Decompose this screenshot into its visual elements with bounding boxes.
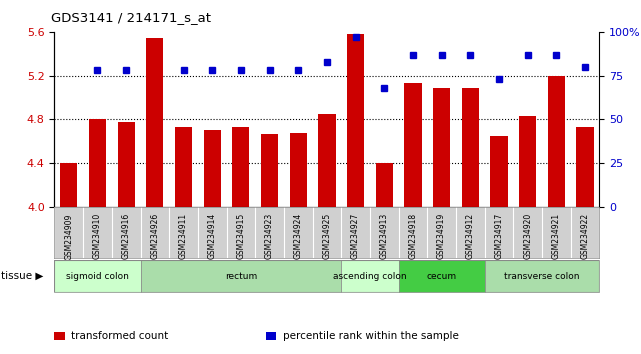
Text: GSM234911: GSM234911 xyxy=(179,213,188,259)
Bar xyxy=(576,127,594,207)
Bar xyxy=(89,120,106,207)
Text: GSM234921: GSM234921 xyxy=(552,213,561,259)
Text: GSM234914: GSM234914 xyxy=(208,213,217,259)
Text: GSM234912: GSM234912 xyxy=(466,213,475,259)
Bar xyxy=(290,133,307,207)
Text: GSM234910: GSM234910 xyxy=(93,213,102,259)
Text: GSM234927: GSM234927 xyxy=(351,213,360,259)
Bar xyxy=(60,163,78,207)
Bar xyxy=(404,83,422,207)
Text: GSM234916: GSM234916 xyxy=(122,213,131,259)
Bar xyxy=(547,76,565,207)
Text: GSM234922: GSM234922 xyxy=(581,213,590,259)
Text: tissue ▶: tissue ▶ xyxy=(1,271,44,281)
Bar xyxy=(261,134,278,207)
Text: GSM234920: GSM234920 xyxy=(523,213,532,259)
Bar xyxy=(341,260,399,292)
Text: GSM234918: GSM234918 xyxy=(408,213,417,259)
Text: GSM234923: GSM234923 xyxy=(265,213,274,259)
Text: GSM234925: GSM234925 xyxy=(322,213,331,259)
Bar xyxy=(462,88,479,207)
Text: GSM234917: GSM234917 xyxy=(494,213,503,259)
Text: rectum: rectum xyxy=(225,272,257,281)
Text: GDS3141 / 214171_s_at: GDS3141 / 214171_s_at xyxy=(51,11,212,24)
Bar xyxy=(319,114,335,207)
Bar xyxy=(117,122,135,207)
Text: percentile rank within the sample: percentile rank within the sample xyxy=(283,331,458,341)
Bar xyxy=(347,34,364,207)
Bar xyxy=(519,116,537,207)
Bar xyxy=(146,39,163,207)
Bar xyxy=(490,136,508,207)
Text: cecum: cecum xyxy=(426,272,456,281)
Text: transverse colon: transverse colon xyxy=(504,272,579,281)
Text: GSM234926: GSM234926 xyxy=(151,213,160,259)
Text: ascending colon: ascending colon xyxy=(333,272,407,281)
Bar xyxy=(485,260,599,292)
Bar xyxy=(140,260,341,292)
Text: GSM234909: GSM234909 xyxy=(64,213,73,259)
Bar xyxy=(232,127,249,207)
Bar xyxy=(433,88,450,207)
Bar xyxy=(376,163,393,207)
Bar xyxy=(399,260,485,292)
Text: GSM234924: GSM234924 xyxy=(294,213,303,259)
Text: GSM234915: GSM234915 xyxy=(237,213,246,259)
Bar xyxy=(204,130,221,207)
Bar xyxy=(54,260,140,292)
Text: GSM234913: GSM234913 xyxy=(379,213,388,259)
Text: GSM234919: GSM234919 xyxy=(437,213,446,259)
Text: transformed count: transformed count xyxy=(71,331,169,341)
Text: sigmoid colon: sigmoid colon xyxy=(66,272,129,281)
Bar xyxy=(175,127,192,207)
